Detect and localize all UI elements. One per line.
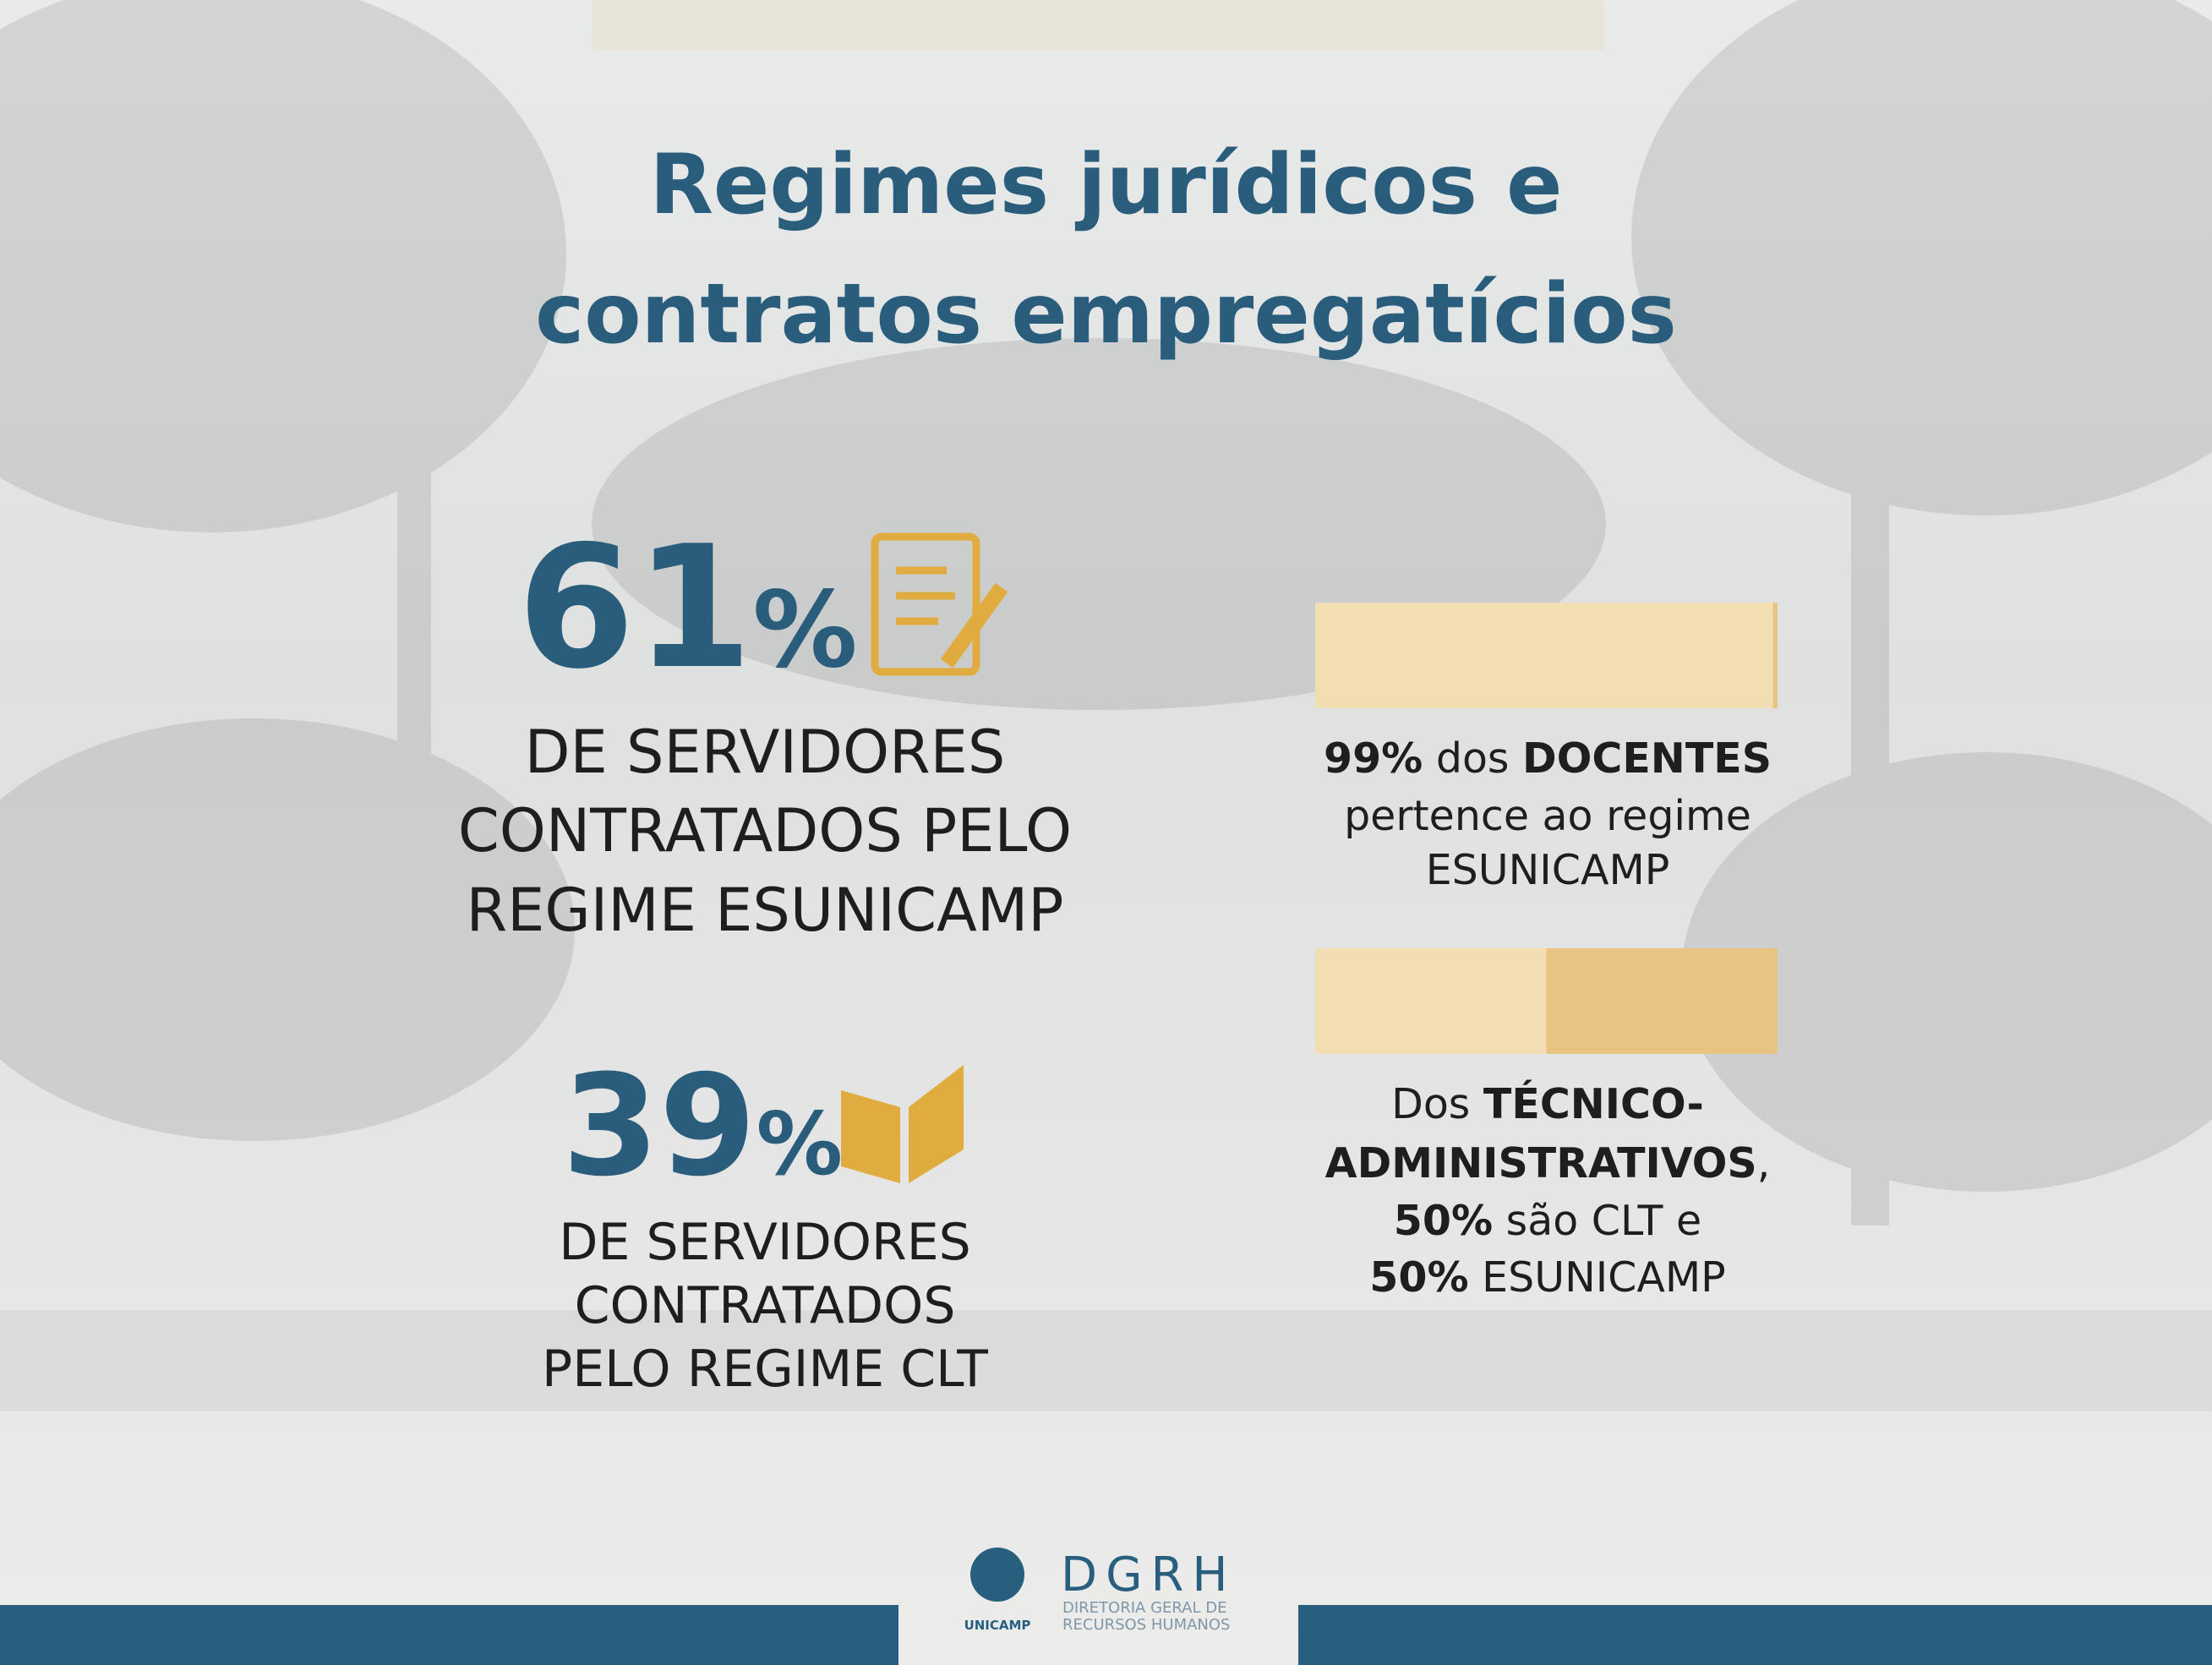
bar-segment	[1315, 948, 1547, 1054]
caption: CONTRATADOS	[574, 1276, 956, 1335]
text: ESUNICAMP	[1482, 1253, 1726, 1302]
text: são CLT e	[1505, 1197, 1702, 1245]
stat-number: 61%	[517, 524, 858, 693]
caption: REGIME ESUNICAMP	[466, 876, 1064, 945]
unit: %	[752, 570, 858, 691]
caption: DE SERVIDORES	[524, 718, 1006, 787]
book-icon	[841, 1065, 964, 1183]
text: 50%	[1393, 1197, 1494, 1245]
text: RECURSOS HUMANOS	[1062, 1615, 1231, 1634]
brand-subtitle: DIRETORIA GERAL DE RECURSOS HUMANOS	[1062, 1600, 1230, 1634]
text-line: ADMINISTRATIVOS,	[1167, 1143, 1928, 1184]
text: DOCENTES	[1522, 734, 1772, 783]
unit: %	[756, 1095, 844, 1195]
caption: CONTRATADOS PELO	[457, 796, 1073, 865]
caption: DE SERVIDORES	[559, 1213, 971, 1272]
number: 61	[517, 510, 753, 707]
text: ADMINISTRATIVOS	[1324, 1139, 1757, 1187]
stat-number: 39%	[562, 1056, 843, 1196]
text: dos	[1435, 734, 1510, 783]
university: UNICAMP	[964, 1618, 1031, 1633]
text-line: 99% dos DOCENTES	[1167, 738, 1928, 779]
number: 39	[562, 1045, 756, 1207]
text-line: 50% são CLT e	[1167, 1200, 1928, 1242]
title: contratos empregatícios	[535, 266, 1677, 363]
doc-icon	[871, 532, 1008, 676]
bar-segment	[1546, 948, 1778, 1054]
text: 99%	[1323, 734, 1423, 783]
text: ,	[1756, 1139, 1771, 1187]
text: DIRETORIA GERAL DE	[1062, 1599, 1227, 1617]
text-line: pertence ao regime	[1167, 795, 1928, 837]
bar-segment	[1315, 603, 1773, 708]
text: Dos	[1391, 1080, 1471, 1128]
text: TÉCNICO-	[1483, 1080, 1704, 1128]
text: ESUNICAMP	[1425, 846, 1670, 894]
caption: PELO REGIME CLT	[542, 1340, 988, 1399]
brand: DGRH	[1061, 1548, 1237, 1602]
title: Regimes jurídicos e	[649, 137, 1563, 233]
text-line: Dos TÉCNICO-	[1167, 1084, 1928, 1125]
text: 50%	[1369, 1253, 1469, 1302]
text: pertence ao regime	[1344, 792, 1751, 840]
unicamp-logo	[970, 1548, 1024, 1602]
text-line: ESUNICAMP	[1167, 849, 1928, 891]
bar-segment	[1772, 603, 1778, 708]
text-line: 50% ESUNICAMP	[1167, 1257, 1928, 1298]
